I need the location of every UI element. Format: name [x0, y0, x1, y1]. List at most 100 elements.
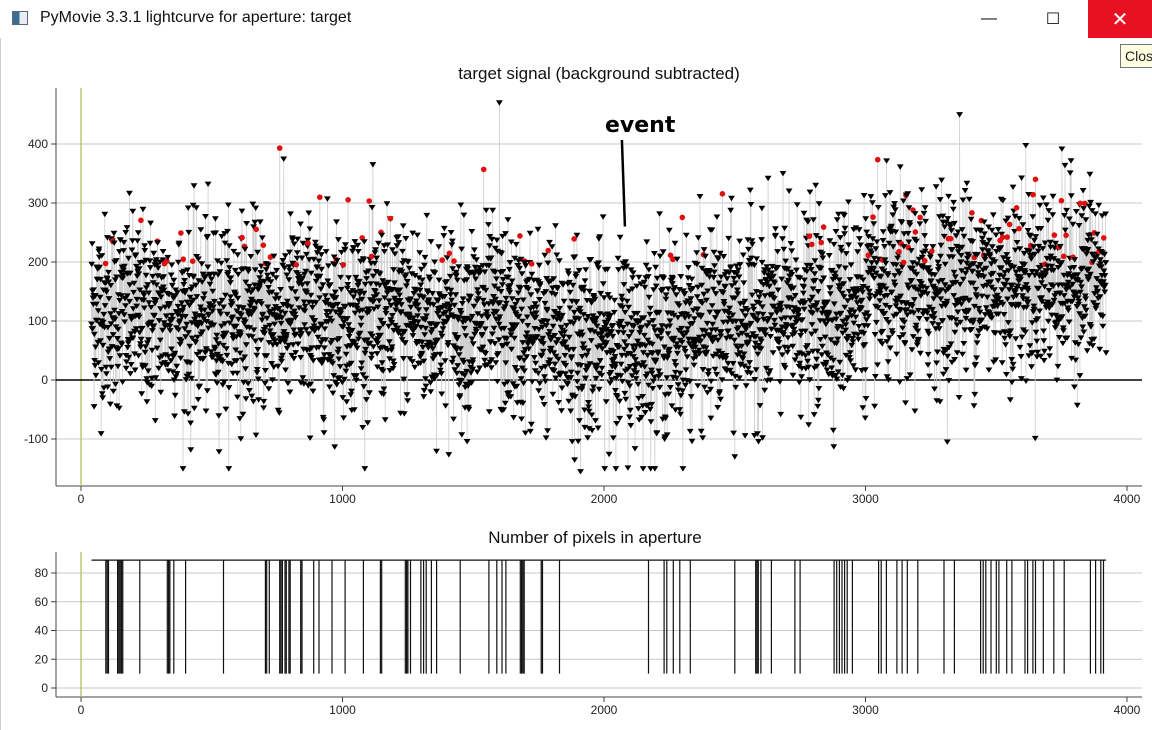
signal-point	[122, 230, 130, 236]
signal-point	[137, 344, 144, 350]
signal-point	[873, 319, 880, 326]
signal-point	[110, 388, 117, 395]
signal-point	[477, 269, 484, 276]
signal-point	[242, 366, 249, 372]
signal-point	[246, 388, 253, 394]
signal-point	[1039, 195, 1047, 201]
signal-point	[956, 281, 964, 288]
signal-point-red	[1013, 205, 1020, 211]
signal-point	[538, 395, 546, 402]
signal-point	[252, 338, 259, 344]
signal-point	[1082, 307, 1090, 314]
signal-point	[119, 379, 126, 385]
signal-point	[558, 408, 565, 414]
signal-point	[502, 295, 510, 302]
signal-point	[810, 412, 818, 418]
signal-xtick-label: 0	[78, 492, 85, 506]
close-button[interactable]: ✕	[1088, 0, 1152, 38]
signal-point	[252, 205, 260, 211]
signal-point	[674, 382, 682, 388]
signal-point-red	[267, 254, 274, 260]
signal-point	[490, 325, 498, 332]
signal-point	[910, 310, 918, 316]
signal-point	[1000, 255, 1007, 261]
signal-point	[420, 394, 428, 400]
signal-point	[155, 365, 163, 372]
signal-point	[867, 194, 875, 200]
signal-point	[1079, 265, 1086, 272]
signal-point	[1084, 247, 1092, 253]
signal-point	[409, 230, 417, 237]
signal-point	[237, 330, 244, 336]
signal-point	[660, 344, 668, 350]
signal-point	[919, 311, 927, 317]
signal-point	[981, 256, 989, 263]
signal-point	[1082, 293, 1089, 299]
minimize-button[interactable]: —	[966, 0, 1012, 38]
signal-point	[711, 366, 719, 373]
signal-point	[652, 264, 660, 271]
signal-point	[765, 316, 773, 322]
signal-point	[410, 315, 417, 321]
signal-point	[697, 338, 705, 345]
signal-point	[222, 292, 229, 299]
signal-point	[357, 322, 365, 329]
signal-point	[565, 347, 573, 353]
signal-points	[88, 100, 1110, 475]
maximize-button[interactable]: ☐	[1030, 0, 1076, 38]
signal-point	[339, 395, 347, 401]
signal-point	[444, 340, 452, 346]
signal-point	[795, 307, 803, 314]
signal-point	[340, 415, 347, 421]
signal-point	[1078, 284, 1085, 290]
signal-point	[758, 205, 766, 212]
signal-point	[860, 330, 868, 337]
signal-plot-title: target signal (background subtracted)	[458, 64, 740, 83]
signal-point	[892, 262, 900, 268]
signal-point	[925, 265, 932, 271]
signal-point	[118, 341, 126, 348]
signal-point	[1102, 260, 1110, 266]
signal-point	[312, 300, 320, 306]
signal-point-red	[912, 229, 919, 235]
signal-point	[1027, 256, 1035, 262]
signal-point	[356, 291, 364, 297]
signal-point	[679, 466, 687, 472]
signal-point	[269, 377, 276, 383]
signal-point	[535, 326, 543, 333]
signal-point	[343, 316, 351, 322]
signal-point	[440, 321, 447, 327]
signal-point	[1079, 188, 1087, 194]
signal-point	[125, 255, 132, 262]
signal-point	[373, 292, 381, 298]
signal-point	[138, 325, 146, 332]
signal-point-red	[1063, 232, 1069, 239]
signal-point	[953, 350, 961, 356]
signal-point	[348, 388, 355, 395]
signal-point	[544, 428, 551, 434]
signal-point	[618, 293, 626, 300]
signal-point	[399, 223, 407, 229]
signal-point	[896, 164, 904, 170]
signal-point	[329, 338, 336, 344]
signal-point	[332, 295, 340, 301]
signal-point	[238, 208, 246, 214]
signal-point	[665, 351, 673, 357]
signal-point	[315, 325, 322, 332]
signal-point	[481, 269, 489, 275]
signal-point	[328, 318, 336, 324]
signal-point	[1071, 257, 1079, 263]
signal-point	[815, 201, 823, 207]
signal-point	[489, 301, 497, 307]
signal-point	[580, 288, 588, 294]
signal-point	[1043, 202, 1050, 208]
signal-point	[138, 391, 146, 397]
signal-point	[800, 210, 808, 217]
signal-point	[174, 303, 182, 310]
signal-point	[403, 283, 410, 289]
signal-point	[569, 321, 577, 327]
signal-point	[1053, 323, 1060, 329]
signal-point	[458, 432, 466, 438]
signal-point-red	[947, 235, 954, 242]
signal-point	[917, 293, 925, 299]
